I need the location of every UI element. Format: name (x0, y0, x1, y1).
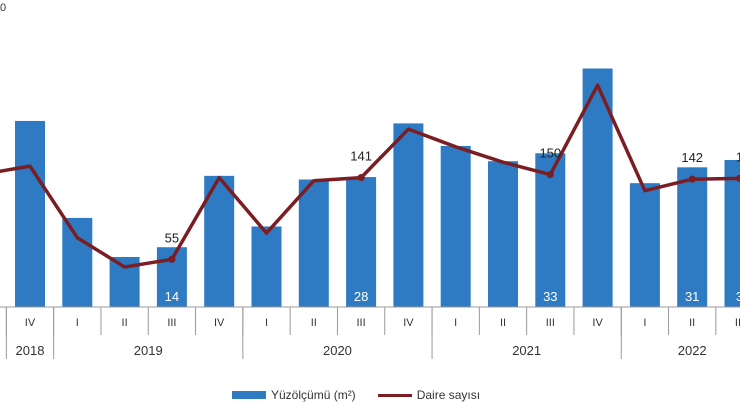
x-tick-label: III (167, 317, 176, 329)
top-tick-label: 0 (0, 2, 6, 14)
line-data-label: 55 (165, 230, 179, 245)
year-label: 2019 (134, 343, 163, 358)
x-tick-label: III (357, 317, 366, 329)
x-axis: IVIIIIIIIVIIIIIIIVIIIIIIIVIIIIII20182019… (0, 307, 740, 359)
bar-data-label: 3 (736, 289, 740, 304)
line-data-label: 150 (539, 146, 561, 161)
legend-swatch-line (378, 394, 412, 397)
x-tick-label: II (311, 317, 317, 329)
x-tick-label: II (122, 317, 128, 329)
bar-data-label: 28 (354, 289, 368, 304)
bar-data-label: 14 (165, 289, 179, 304)
x-tick-label: I (76, 317, 79, 329)
year-label: 2022 (678, 343, 707, 358)
bar-data-label: 33 (543, 289, 557, 304)
line-point (547, 171, 554, 178)
line-point (168, 256, 175, 263)
line-data-label: 142 (681, 150, 703, 165)
bar (62, 218, 92, 307)
x-tick-label: I (454, 317, 457, 329)
bar (299, 180, 329, 307)
x-tick-label: II (500, 317, 506, 329)
x-tick-label: I (643, 317, 646, 329)
year-label: 2021 (512, 343, 541, 358)
bar (393, 123, 423, 307)
x-tick-label: III (735, 317, 740, 329)
year-label: 2020 (323, 343, 352, 358)
bar (441, 146, 471, 307)
bar (725, 160, 740, 307)
x-tick-label: III (546, 317, 555, 329)
line-point (689, 176, 696, 183)
bar (252, 226, 282, 307)
x-tick-label: I (265, 317, 268, 329)
bar (488, 161, 518, 307)
bar (677, 167, 707, 307)
bar-series (15, 68, 740, 307)
line-data-label: 141 (350, 149, 372, 164)
bar-data-label: 31 (685, 289, 699, 304)
line-point (358, 174, 365, 181)
bar (15, 121, 45, 307)
legend-swatch-bars (232, 391, 266, 399)
bar (630, 183, 660, 307)
bar (346, 177, 376, 307)
x-tick-label: IV (25, 317, 36, 329)
x-tick-label: II (689, 317, 695, 329)
line-data-label: 1 (736, 149, 740, 164)
x-tick-label: IV (592, 317, 603, 329)
year-label: 2018 (16, 343, 45, 358)
x-tick-label: IV (403, 317, 414, 329)
x-tick-label: IV (214, 317, 225, 329)
